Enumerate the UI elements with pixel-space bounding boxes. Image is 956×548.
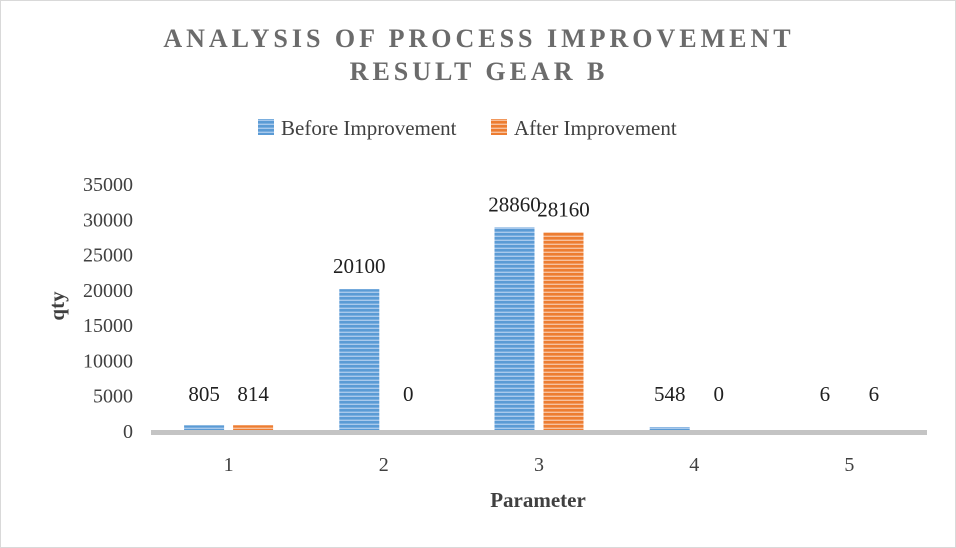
bar-series1-cat4 [649,427,690,431]
y-tick-label: 15000 [83,315,133,337]
y-tick-label: 35000 [83,174,133,196]
y-tick-label: 20000 [83,280,133,302]
data-label: 28160 [537,197,590,221]
data-label: 805 [188,382,220,406]
chart-title-line1: ANALYSIS OF PROCESS IMPROVEMENT [163,24,794,53]
x-axis-ticks: 1 2 3 4 5 [224,454,855,476]
y-tick-label: 25000 [83,245,133,267]
data-label: 20100 [333,254,386,278]
bar-series1-cat1 [184,425,225,431]
x-tick-label: 3 [534,454,544,476]
y-tick-label: 30000 [83,209,133,231]
x-axis-title: Parameter [490,488,586,512]
bar-series1-cat3 [494,227,535,431]
data-label: 28860 [488,192,541,216]
data-label: 0 [713,382,724,406]
y-axis-ticks: 0 5000 10000 15000 20000 25000 30000 35000 [83,174,133,443]
legend-swatch-after [491,119,507,135]
legend: Before Improvement After Improvement [258,116,677,140]
bar-series2-cat3 [543,232,584,431]
x-tick-label: 2 [379,454,389,476]
y-tick-label: 5000 [93,386,133,408]
legend-label-after: After Improvement [514,116,677,140]
x-tick-label: 1 [224,454,234,476]
x-tick-label: 4 [689,454,699,476]
data-label: 814 [237,382,269,406]
bar-series1-cat2 [339,289,380,431]
bar-series2-cat1 [233,425,274,431]
legend-swatch-before [258,119,274,135]
data-label: 6 [869,382,880,406]
data-label: 0 [403,382,414,406]
data-label: 548 [654,382,686,406]
data-label: 6 [820,382,831,406]
y-axis-title: qty [45,291,69,321]
y-tick-label: 10000 [83,350,133,372]
x-axis-line [151,430,927,435]
y-tick-label: 0 [123,421,133,443]
legend-label-before: Before Improvement [281,116,457,140]
x-tick-label: 5 [844,454,854,476]
chart-title-line2: RESULT GEAR B [350,57,609,86]
